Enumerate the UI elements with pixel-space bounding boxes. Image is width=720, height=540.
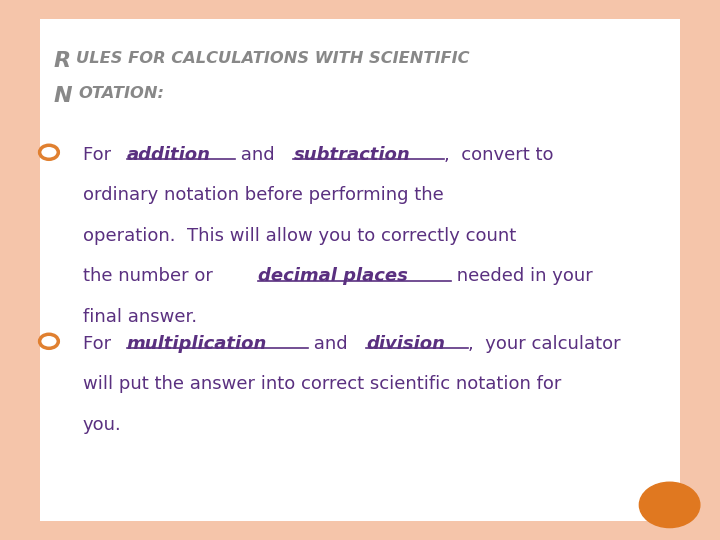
Text: ,  your calculator: , your calculator: [468, 335, 621, 353]
Text: For: For: [83, 335, 117, 353]
Text: subtraction: subtraction: [294, 146, 410, 164]
Text: division: division: [366, 335, 445, 353]
Text: multiplication: multiplication: [127, 335, 267, 353]
Circle shape: [639, 482, 700, 528]
Text: addition: addition: [127, 146, 210, 164]
Text: For: For: [83, 146, 117, 164]
Text: needed in your: needed in your: [451, 267, 593, 285]
Text: ULES FOR CALCULATIONS WITH SCIENTIFIC: ULES FOR CALCULATIONS WITH SCIENTIFIC: [76, 51, 469, 66]
Text: operation.  This will allow you to correctly count: operation. This will allow you to correc…: [83, 227, 516, 245]
Text: and: and: [235, 146, 280, 164]
Text: decimal places: decimal places: [258, 267, 408, 285]
Text: N: N: [54, 86, 73, 106]
Text: the number or: the number or: [83, 267, 218, 285]
Text: ordinary notation before performing the: ordinary notation before performing the: [83, 186, 444, 204]
FancyBboxPatch shape: [40, 19, 680, 521]
Text: ,  convert to: , convert to: [444, 146, 554, 164]
Text: will put the answer into correct scientific notation for: will put the answer into correct scienti…: [83, 375, 561, 393]
Text: R: R: [54, 51, 71, 71]
Text: final answer.: final answer.: [83, 308, 197, 326]
Text: OTATION:: OTATION:: [78, 86, 164, 102]
Text: and: and: [307, 335, 353, 353]
Text: you.: you.: [83, 416, 122, 434]
